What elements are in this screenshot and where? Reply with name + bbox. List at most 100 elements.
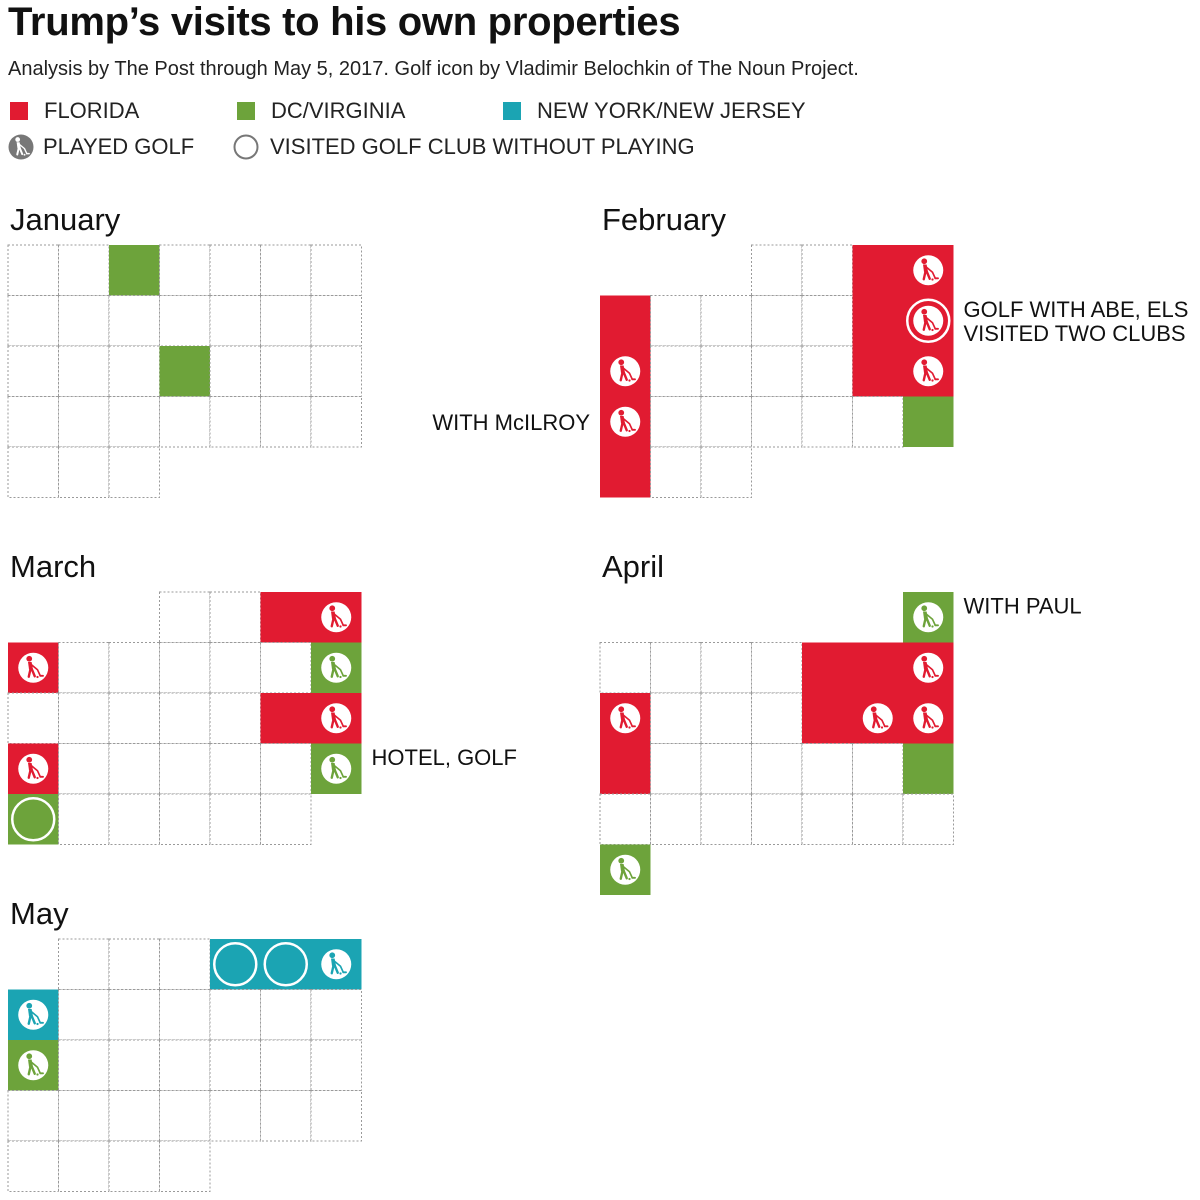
day-cell-may-26 — [260, 1090, 312, 1142]
day-cell-april-22 — [903, 743, 954, 794]
golfer-icon — [913, 652, 944, 683]
day-cell-may-5 — [260, 939, 311, 990]
day-cell-may-2 — [108, 938, 160, 990]
day-cell-may-1 — [58, 938, 110, 990]
day-cell-march-22 — [159, 743, 211, 795]
day-cell-may-6 — [311, 939, 362, 990]
day-cell-april-16 — [600, 743, 651, 794]
annotation-label: WITH PAUL — [964, 593, 1082, 618]
day-cell-january-10 — [108, 295, 160, 347]
day-cell-may-7 — [8, 989, 59, 1040]
day-cell-february-1 — [751, 244, 803, 296]
day-cell-april-12 — [751, 692, 803, 744]
day-cell-january-16 — [58, 345, 110, 397]
day-cell-may-17 — [159, 1039, 211, 1091]
day-cell-february-17 — [852, 346, 903, 397]
day-cell-march-11 — [311, 642, 362, 693]
day-cell-march-17 — [260, 693, 311, 744]
golfer-icon — [321, 949, 352, 980]
day-cell-march-25 — [311, 743, 362, 794]
day-cell-january-26 — [209, 396, 261, 448]
month-april: April WITH PAUL — [599, 549, 1082, 895]
day-cell-february-22 — [751, 396, 803, 448]
day-cell-february-15 — [751, 345, 803, 397]
day-cell-april-13 — [802, 693, 853, 744]
month-title: May — [10, 896, 69, 931]
legend-played-golf: PLAYED GOLF — [8, 134, 194, 160]
day-cell-march-15 — [159, 692, 211, 744]
day-cell-march-4 — [311, 592, 362, 643]
day-cell-january-13 — [260, 295, 312, 347]
day-cell-march-7 — [108, 642, 160, 694]
legend-label-played-golf: PLAYED GOLF — [43, 134, 195, 159]
day-cell-may-27 — [310, 1090, 362, 1142]
day-cell-may-22 — [58, 1090, 110, 1142]
day-cell-may-20 — [310, 1039, 362, 1091]
day-cell-march-18 — [311, 693, 362, 744]
day-cell-may-29 — [58, 1140, 110, 1192]
legend-label-florida: FLORIDA — [44, 98, 140, 123]
day-cell-january-24 — [108, 396, 160, 448]
annotation-label: VISITED TWO CLUBS — [964, 321, 1186, 346]
day-cell-march-13 — [58, 692, 110, 744]
day-cell-january-27 — [260, 396, 312, 448]
day-cell-may-24 — [159, 1090, 211, 1142]
day-cell-may-25 — [209, 1090, 261, 1142]
day-cell-may-12 — [260, 989, 312, 1041]
day-cell-april-11 — [700, 692, 752, 744]
month-title: February — [602, 202, 727, 237]
legend-swatch-dc-virginia — [237, 102, 255, 120]
day-cell-april-9 — [600, 693, 651, 744]
golfer-icon — [18, 753, 49, 784]
day-cell-february-2 — [801, 244, 853, 296]
day-cell-february-4 — [903, 245, 954, 296]
day-cell-march-29 — [159, 793, 211, 845]
day-cell-may-23 — [108, 1090, 160, 1142]
day-cell-april-25 — [700, 793, 752, 845]
day-cell-may-21 — [7, 1090, 59, 1142]
day-cell-january-22 — [7, 396, 59, 448]
day-cell-february-28 — [700, 446, 752, 498]
legend-swatch-florida — [10, 102, 28, 120]
day-cell-april-28 — [852, 793, 904, 845]
day-cell-may-3 — [159, 938, 211, 990]
day-cell-may-4 — [210, 939, 261, 990]
legend-visited-no-play: VISITED GOLF CLUB WITHOUT PLAYING — [233, 134, 695, 160]
day-cell-january-31 — [108, 446, 160, 498]
day-cell-may-18 — [209, 1039, 261, 1091]
day-cell-february-27 — [650, 446, 702, 498]
day-cell-january-21 — [310, 345, 362, 397]
day-cell-may-28 — [7, 1140, 59, 1192]
day-cell-january-4 — [159, 244, 211, 296]
day-cell-march-16 — [209, 692, 261, 744]
day-cell-january-12 — [209, 295, 261, 347]
annotation-label: WITH McILROY — [432, 410, 590, 435]
golfer-icon — [913, 255, 944, 286]
annotation-label: HOTEL, GOLF — [372, 745, 517, 770]
day-cell-january-17 — [108, 345, 160, 397]
day-cell-march-24 — [260, 743, 312, 795]
legend-ny-nj: NEW YORK/NEW JERSEY — [503, 98, 806, 124]
chart-title: Trump’s visits to his own properties — [8, 0, 681, 44]
day-cell-march-12 — [7, 692, 59, 744]
golfer-icon — [610, 703, 641, 734]
day-cell-march-9 — [209, 642, 261, 694]
day-cell-april-24 — [650, 793, 702, 845]
day-cell-february-14 — [700, 345, 752, 397]
day-cell-january-1 — [7, 244, 59, 296]
day-cell-april-29 — [902, 793, 954, 845]
day-cell-april-4 — [700, 642, 752, 694]
day-cell-january-8 — [7, 295, 59, 347]
chart-subtitle: Analysis by The Post through May 5, 2017… — [8, 58, 859, 80]
day-cell-february-18 — [903, 346, 954, 397]
day-cell-april-18 — [700, 743, 752, 795]
visited-ring-icon — [906, 298, 951, 343]
golfer-icon — [913, 305, 944, 336]
month-january: January — [7, 202, 362, 498]
legend-label-visited-no-play: VISITED GOLF CLUB WITHOUT PLAYING — [270, 134, 695, 159]
day-cell-april-5 — [751, 642, 803, 694]
day-cell-may-16 — [108, 1039, 160, 1091]
day-cell-january-25 — [159, 396, 211, 448]
day-cell-january-11 — [159, 295, 211, 347]
